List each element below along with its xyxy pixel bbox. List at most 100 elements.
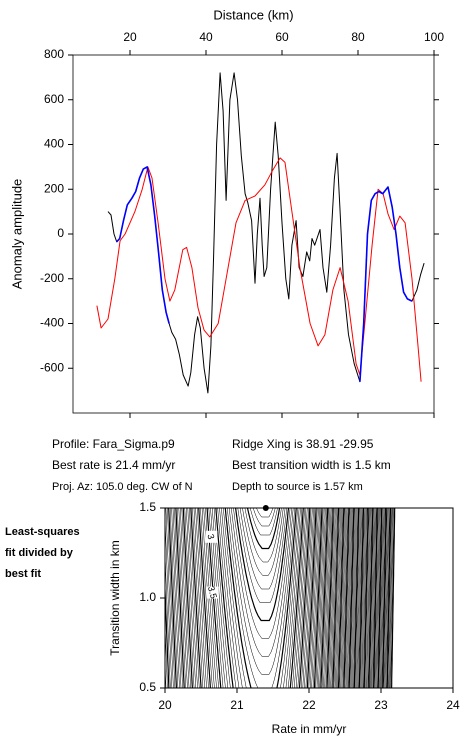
contour-label: 3.5: [206, 585, 219, 600]
contour-line: [308, 508, 318, 688]
contour-line: [329, 508, 336, 688]
contour-line: [200, 508, 213, 688]
contour-line: [96, 508, 100, 688]
contour-line: [171, 508, 180, 688]
contour-line: [331, 508, 338, 688]
info-text: Profile: Fara_Sigma.p9: [52, 437, 175, 451]
contour-line: [371, 508, 376, 688]
contour-line: [342, 508, 349, 688]
y-axis-title: Anomaly amplitude: [9, 179, 24, 290]
y-tick-label: 800: [44, 47, 64, 61]
contour-line: [365, 508, 371, 688]
contour-line: [323, 508, 331, 688]
contour-line: [174, 508, 183, 688]
contour-line: [358, 508, 363, 688]
contour-line: [224, 508, 252, 688]
x-tick-label: 100: [424, 30, 444, 44]
y-tick-label: 1.0: [139, 590, 156, 604]
side-note: Least-squares: [5, 526, 80, 538]
contour-line: [302, 508, 313, 688]
contour-line: [321, 508, 330, 688]
y-tick-label: 200: [44, 181, 64, 195]
contour-line: [325, 508, 333, 688]
contour-line: [99, 508, 103, 688]
contour-line: [295, 508, 308, 688]
contour-line: [334, 508, 341, 688]
contour-line: [165, 508, 174, 688]
contour-line: [318, 508, 326, 688]
contour-line: [306, 508, 317, 688]
contour-line: [289, 508, 304, 688]
contour-line: [309, 508, 319, 688]
contour-line: [344, 508, 351, 688]
contour-line: [337, 508, 344, 688]
y-tick-label: -600: [40, 360, 64, 374]
side-note: fit divided by: [5, 547, 74, 559]
info-text: Ridge Xing is 38.91 -29.95: [232, 437, 374, 451]
contour-line: [362, 508, 368, 688]
contour-line: [256, 508, 274, 518]
contour-line: [384, 508, 389, 688]
contour-line: [360, 508, 366, 688]
contour-line: [381, 508, 386, 688]
contour-line: [172, 508, 182, 688]
contour-line: [316, 508, 325, 688]
contour-line: [343, 508, 350, 688]
best-fit-point: [262, 505, 269, 511]
contour-line: [186, 508, 197, 688]
y-tick-label: 400: [44, 137, 64, 151]
contour-line: [391, 508, 396, 688]
contour-line: [233, 508, 291, 639]
contour-line: [165, 513, 173, 688]
contour-line: [237, 508, 288, 603]
contour-line: [189, 508, 200, 688]
contour-line: [129, 508, 134, 688]
contour-line: [349, 508, 356, 688]
x-tick-label: 20: [123, 30, 137, 44]
y-tick-label: 1.5: [139, 500, 156, 514]
contour-line: [94, 508, 98, 688]
contour-line: [249, 508, 278, 536]
y-axis-title: Transition width in km: [108, 540, 122, 656]
contour-line: [123, 508, 128, 688]
contour-line: [132, 508, 137, 688]
contour-line: [285, 508, 301, 688]
contour-line: [180, 508, 190, 688]
contour-line: [165, 549, 171, 688]
contour-line: [375, 508, 380, 688]
contour-line: [369, 508, 374, 688]
contour-line: [97, 508, 101, 688]
contour-line: [340, 508, 347, 688]
contour-line: [380, 508, 385, 688]
y-tick-label: -400: [40, 316, 64, 330]
contour-line: [297, 508, 309, 688]
contour-line: [372, 508, 377, 688]
contour-line: [327, 508, 335, 688]
contour-line: [244, 508, 282, 563]
contour-line: [175, 508, 185, 688]
contour-line: [360, 508, 365, 688]
contour-line: [217, 508, 237, 688]
contour-line: [221, 508, 243, 688]
contour-line: [127, 508, 132, 688]
contour-line: [320, 508, 329, 688]
contour-line: [353, 508, 358, 688]
contour-label-bg: [206, 586, 219, 599]
plot-frame: [72, 54, 435, 414]
contour-line: [376, 508, 381, 688]
contour-line: [292, 508, 305, 688]
contour-line: [133, 508, 139, 688]
y-tick-label: -200: [40, 271, 64, 285]
contour-line: [311, 508, 320, 688]
info-text: Best rate is 21.4 mm/yr: [52, 458, 175, 472]
contour-line: [382, 508, 387, 688]
y-tick-label: 0: [57, 226, 64, 240]
contour-line: [300, 508, 312, 688]
x-axis-title: Distance (km): [213, 7, 293, 22]
contour-line: [386, 508, 392, 688]
contour-line: [363, 508, 369, 688]
contour-line: [226, 508, 259, 688]
contour-line: [379, 508, 384, 688]
